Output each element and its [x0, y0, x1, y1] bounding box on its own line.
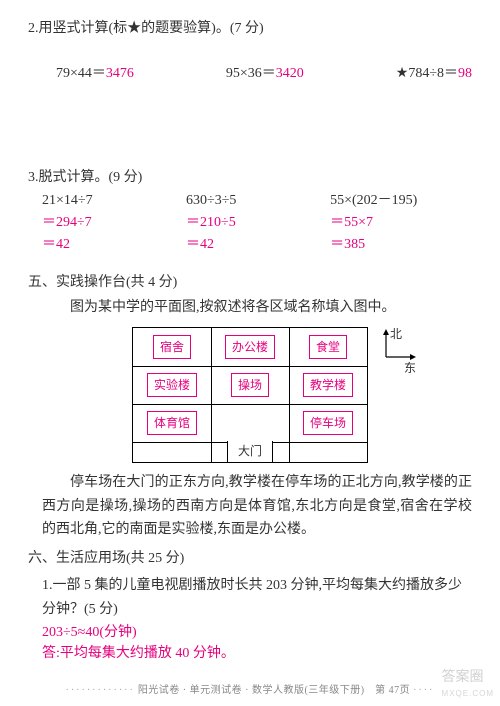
q3-c3-l3: ＝385 — [330, 234, 472, 256]
compass: 北 东 — [374, 327, 418, 367]
label-office: 办公楼 — [225, 335, 275, 360]
cell-r3c2 — [211, 404, 289, 442]
cell-r3c1: 体育馆 — [133, 404, 211, 442]
label-playground: 操场 — [231, 373, 269, 398]
q3-heading: 3.脱式计算。(9 分) — [28, 167, 472, 189]
q3-c2-l2: ＝210÷5 — [186, 212, 328, 234]
q3-col-1: 21×14÷7 ＝294÷7 ＝42 — [42, 190, 184, 255]
q2-row: 79×44＝3476 95×36＝3420 ★784÷8＝98 — [28, 42, 472, 107]
footer-dots-left: ············· — [66, 685, 135, 696]
section5-intro: 图为某中学的平面图,按叙述将各区域名称填入图中。 — [28, 297, 472, 319]
cell-r3c3: 停车场 — [289, 404, 367, 442]
q2-ans-2: 3420 — [276, 66, 304, 81]
cell-r1c2: 办公楼 — [211, 328, 289, 366]
label-canteen: 食堂 — [309, 335, 347, 360]
q3-c3-l2: ＝55×7 — [330, 212, 472, 234]
section5-heading: 五、实践操作台(共 4 分) — [28, 272, 472, 294]
q3-c1-l2: ＝294÷7 — [42, 212, 184, 234]
footer-text: 阳光试卷 · 单元测试卷 · 数学人教版(三年级下册) 第 47页 — [138, 685, 410, 696]
q3-c2-l1: 630÷3÷5 — [186, 190, 328, 212]
q2-item-1: 79×44＝3476 — [42, 42, 134, 107]
label-gate: 大门 — [227, 441, 273, 463]
q3-c1-l3: ＝42 — [42, 234, 184, 256]
q6-1-answer: 答:平均每集大约播放 40 分钟。 — [28, 643, 472, 665]
compass-north: 北 — [390, 325, 402, 344]
q6-1-work: 203÷5≈40(分钟) — [28, 622, 472, 644]
section6-heading: 六、生活应用场(共 25 分) — [28, 548, 472, 570]
compass-east: 东 — [404, 359, 416, 378]
label-lab: 实验楼 — [147, 373, 197, 398]
label-dorm: 宿舍 — [153, 335, 191, 360]
footer-dots-right: ···· — [413, 685, 434, 696]
q2-ans-1: 3476 — [106, 66, 134, 81]
q3-col-3: 55×(202－195) ＝55×7 ＝385 — [330, 190, 472, 255]
q3-col-2: 630÷3÷5 ＝210÷5 ＝42 — [186, 190, 328, 255]
q3-block: 21×14÷7 ＝294÷7 ＝42 630÷3÷5 ＝210÷5 ＝42 55… — [28, 190, 472, 255]
cell-gate-row: 大门 — [133, 442, 367, 462]
page-footer: ············· 阳光试卷 · 单元测试卷 · 数学人教版(三年级下册… — [0, 683, 500, 699]
q3-c3-l1: 55×(202－195) — [330, 190, 472, 212]
q2-expr-3: 784÷8＝ — [408, 66, 458, 81]
cell-r2c2: 操场 — [211, 366, 289, 404]
cell-r2c1: 实验楼 — [133, 366, 211, 404]
cell-r1c1: 宿舍 — [133, 328, 211, 366]
q6-1-text: 1.一部 5 集的儿童电视剧播放时长共 203 分钟,平均每集大约播放多少分钟？… — [28, 574, 472, 622]
q3-c2-l3: ＝42 — [186, 234, 328, 256]
cell-r2c3: 教学楼 — [289, 366, 367, 404]
section5-desc: 停车场在大门的正东方向,教学楼在停车场的正北方向,教学楼的正西方向是操场,操场的… — [28, 471, 472, 542]
label-gym: 体育馆 — [147, 411, 197, 436]
q2-expr-1: 79×44＝ — [56, 66, 106, 81]
label-parking: 停车场 — [303, 411, 353, 436]
q2-heading: 2.用竖式计算(标★的题要验算)。(7 分) — [28, 18, 472, 40]
q2-item-3: ★784÷8＝98 — [382, 42, 472, 107]
q2-expr-2: 95×36＝ — [226, 66, 276, 81]
q2-star: ★ — [396, 66, 409, 81]
q3-c1-l1: 21×14÷7 — [42, 190, 184, 212]
diagram-wrap: 宿舍 办公楼 食堂 实验楼 操场 教学楼 体育馆 停车场 大门 北 东 — [28, 327, 472, 463]
label-teaching: 教学楼 — [303, 373, 353, 398]
school-grid: 宿舍 办公楼 食堂 实验楼 操场 教学楼 体育馆 停车场 大门 — [132, 327, 368, 463]
cell-r1c3: 食堂 — [289, 328, 367, 366]
q2-item-2: 95×36＝3420 — [212, 42, 304, 107]
q2-ans-3: 98 — [458, 66, 472, 81]
